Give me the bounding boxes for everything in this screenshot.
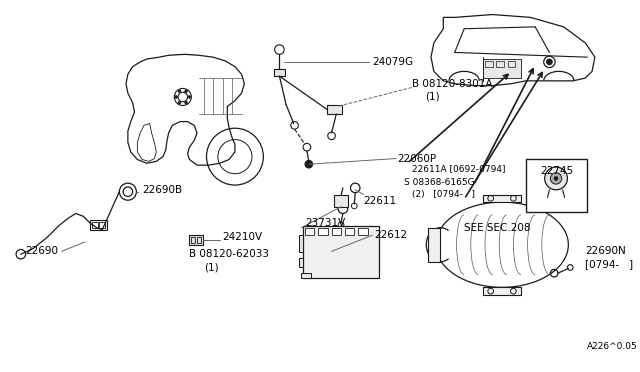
- Text: 22612: 22612: [374, 230, 407, 240]
- Bar: [332, 228, 341, 235]
- Text: 24210V: 24210V: [223, 232, 263, 242]
- Bar: [300, 235, 303, 252]
- Text: 22611A [0692-0794]: 22611A [0692-0794]: [412, 164, 506, 173]
- Text: A226^0.05: A226^0.05: [588, 341, 638, 350]
- Text: B 08120-62033: B 08120-62033: [189, 249, 269, 259]
- Bar: [99, 222, 105, 228]
- Bar: [92, 222, 97, 228]
- Bar: [191, 237, 195, 243]
- Circle shape: [178, 90, 181, 93]
- Text: 22690N: 22690N: [586, 246, 626, 256]
- Circle shape: [188, 96, 191, 98]
- Bar: [334, 195, 348, 207]
- Bar: [508, 61, 515, 67]
- Circle shape: [550, 173, 562, 184]
- Text: B 08120-8301A: B 08120-8301A: [412, 79, 493, 89]
- Text: 24079G: 24079G: [372, 57, 413, 67]
- Bar: [497, 61, 504, 67]
- Text: (2)   [0794-   ]: (2) [0794- ]: [412, 190, 475, 199]
- Text: 22611: 22611: [363, 196, 396, 206]
- Circle shape: [545, 167, 568, 190]
- Bar: [305, 228, 314, 235]
- Text: 23731V: 23731V: [305, 218, 345, 228]
- Bar: [483, 195, 521, 202]
- Text: SEE SEC.208: SEE SEC.208: [464, 223, 531, 232]
- Bar: [301, 273, 310, 278]
- Text: (1): (1): [426, 92, 440, 102]
- Text: 22745: 22745: [540, 166, 573, 176]
- Circle shape: [185, 90, 188, 93]
- Bar: [358, 228, 367, 235]
- Text: [0794-   ]: [0794- ]: [586, 259, 634, 269]
- Circle shape: [547, 59, 552, 65]
- Text: 22690B: 22690B: [142, 185, 182, 195]
- Circle shape: [305, 160, 312, 168]
- Bar: [318, 228, 328, 235]
- Circle shape: [185, 101, 188, 104]
- Bar: [327, 105, 342, 114]
- Text: S 08368-6165G: S 08368-6165G: [404, 178, 475, 187]
- Bar: [428, 228, 440, 262]
- Bar: [197, 237, 201, 243]
- Text: 22060P: 22060P: [397, 154, 436, 164]
- Bar: [189, 235, 203, 245]
- Bar: [525, 160, 588, 212]
- Circle shape: [554, 177, 558, 180]
- Bar: [483, 287, 521, 295]
- Bar: [300, 258, 303, 267]
- Text: (1): (1): [204, 263, 218, 272]
- Bar: [485, 61, 493, 67]
- Bar: [90, 220, 107, 230]
- Bar: [345, 228, 355, 235]
- Circle shape: [178, 101, 181, 104]
- Bar: [274, 68, 285, 76]
- Circle shape: [175, 96, 178, 98]
- Bar: [483, 59, 521, 78]
- Text: 22690: 22690: [26, 246, 59, 256]
- Bar: [303, 226, 379, 278]
